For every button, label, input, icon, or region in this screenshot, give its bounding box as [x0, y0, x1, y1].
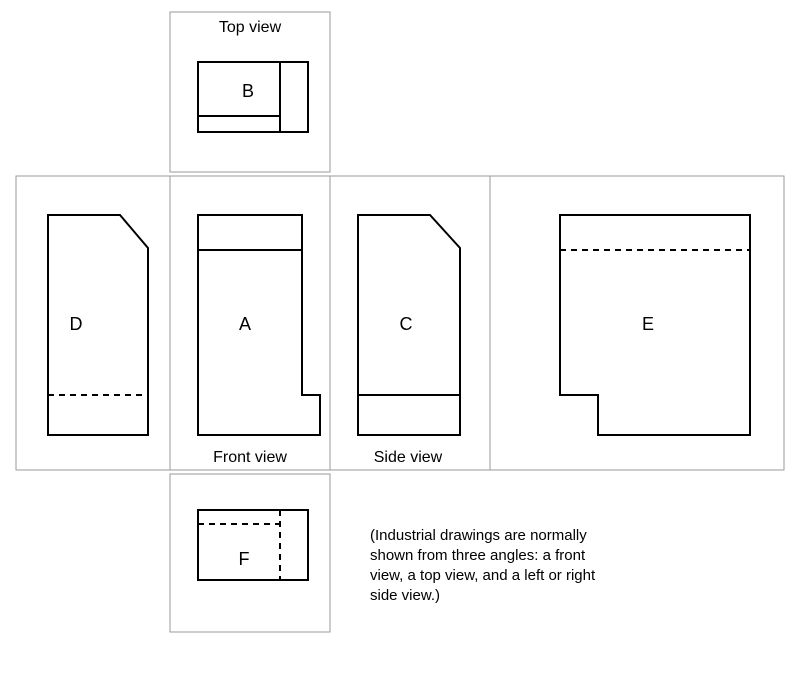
label-D: D [70, 314, 83, 334]
orthographic-views-diagram: Top view Front view Side view B D A C E … [0, 0, 800, 680]
shape-A: A [198, 215, 320, 435]
label-F: F [239, 549, 250, 569]
label-B: B [242, 81, 254, 101]
caption-line-1: (Industrial drawings are normally [370, 527, 587, 544]
label-E: E [642, 314, 654, 334]
label-front-view: Front view [213, 449, 287, 466]
shape-E: E [560, 215, 750, 435]
label-A: A [239, 314, 251, 334]
panel-bottom [170, 474, 330, 632]
shape-B: B [198, 62, 308, 132]
label-C: C [400, 314, 413, 334]
label-top-view: Top view [219, 19, 282, 36]
caption-line-2: shown from three angles: a front [370, 547, 586, 564]
shape-F: F [198, 510, 308, 580]
caption-line-3: view, a top view, and a left or right [370, 567, 596, 584]
label-side-view: Side view [374, 449, 443, 466]
caption-text: (Industrial drawings are normally shown … [370, 527, 596, 604]
shape-D: D [48, 215, 148, 435]
shape-C: C [358, 215, 460, 435]
caption-line-4: side view.) [370, 587, 440, 604]
